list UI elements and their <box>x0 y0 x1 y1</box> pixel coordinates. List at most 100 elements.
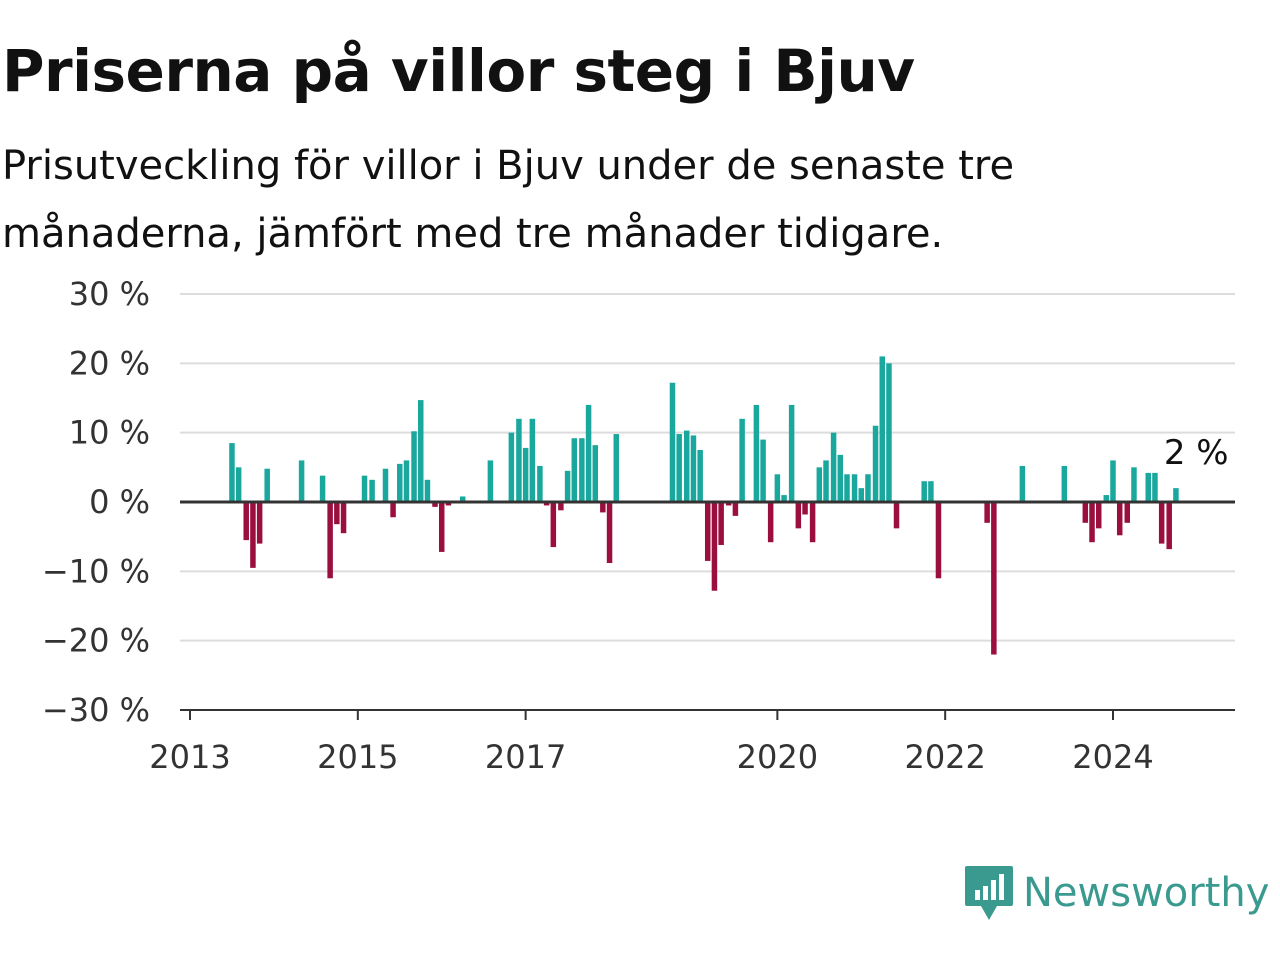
axes <box>180 500 1235 720</box>
bar-negative <box>390 502 396 518</box>
bar-positive <box>487 460 494 502</box>
bar-negative <box>935 502 942 579</box>
bar-positive <box>1152 472 1158 502</box>
bar-positive <box>411 431 417 502</box>
bar-positive <box>865 474 871 502</box>
newsworthy-logo: Newsworthy <box>963 864 1269 922</box>
bar-negative <box>725 502 732 506</box>
bar-positive <box>1173 488 1179 502</box>
bar-positive <box>571 438 578 502</box>
bar-positive <box>753 404 760 502</box>
bar-positive <box>1110 460 1116 502</box>
bar-negative <box>438 502 445 552</box>
bar-positive <box>508 432 515 502</box>
bar-positive <box>516 418 522 502</box>
bar-positive <box>886 363 892 502</box>
bar-negative <box>711 502 718 591</box>
bar-negative <box>432 502 438 507</box>
bar-positive <box>579 438 585 502</box>
y-tick-label: −10 % <box>42 552 150 590</box>
x-tick-label: 2013 <box>149 738 230 776</box>
y-tick-label: −20 % <box>42 622 150 660</box>
bar-positive <box>851 474 858 502</box>
bar-positive <box>298 460 305 502</box>
bar-positive <box>382 468 389 502</box>
bar-negative <box>1158 502 1165 544</box>
bar-positive <box>592 445 599 502</box>
bar-positive <box>1019 465 1026 502</box>
bar-positive <box>418 400 424 502</box>
y-tick-label: 20 % <box>69 344 150 382</box>
bar-negative <box>327 502 333 579</box>
bar-positive <box>397 463 403 502</box>
bar-positive <box>613 434 620 502</box>
bar-negative <box>1124 502 1131 523</box>
bar-positive <box>229 443 235 502</box>
chart-subtitle: Prisutveckling för villor i Bjuv under d… <box>2 143 1015 257</box>
bar-positive <box>690 435 697 502</box>
bar-positive <box>369 479 375 502</box>
chart-title: Priserna på villor steg i Bjuv <box>2 37 915 105</box>
bar-positive <box>585 404 592 502</box>
bar-negative <box>732 502 739 516</box>
y-tick-label: 0 % <box>89 483 150 521</box>
bar-negative <box>1116 502 1123 536</box>
bars <box>229 356 1179 655</box>
bar-negative <box>250 502 256 568</box>
bar-positive <box>844 474 850 502</box>
bar-positive <box>697 450 703 502</box>
bar-positive <box>319 475 326 502</box>
bar-negative <box>704 502 711 561</box>
bar-positive <box>264 468 270 502</box>
bar-positive <box>823 460 829 502</box>
bar-positive <box>739 418 745 502</box>
bar-positive <box>858 488 865 502</box>
bar-positive <box>683 430 690 502</box>
x-tick-label: 2015 <box>317 738 398 776</box>
bar-positive <box>879 356 885 502</box>
bar-positive <box>529 418 536 502</box>
bar-negative <box>243 502 249 541</box>
x-tick-label: 2017 <box>485 738 566 776</box>
tick-labels: 30 % 20 % 10 % 0 % −10 % −20 % −30 % 2013 2015 20… <box>42 275 1232 776</box>
bar-negative <box>991 502 997 655</box>
bar-positive <box>774 474 781 502</box>
latest-value-annotation: 2 % <box>1164 433 1229 473</box>
bar-positive <box>564 470 571 502</box>
bar-negative <box>984 502 990 523</box>
bar-positive <box>921 481 927 502</box>
bar-positive <box>1145 472 1151 502</box>
bar-negative <box>558 502 564 511</box>
bar-negative <box>1166 502 1172 550</box>
bar-positive <box>1131 467 1137 502</box>
bar-positive <box>537 465 543 502</box>
bar-negative <box>1089 502 1095 543</box>
bar-negative <box>600 502 606 513</box>
bar-positive <box>872 425 879 502</box>
bar-negative <box>340 502 347 534</box>
bar-positive <box>424 479 431 502</box>
newsworthy-logo-icon <box>965 866 1013 920</box>
y-tick-label: −30 % <box>42 691 150 729</box>
bar-negative <box>718 502 724 545</box>
bar-positive <box>676 434 682 502</box>
bar-negative <box>802 502 808 515</box>
bar-negative <box>1082 502 1089 523</box>
bar-negative <box>767 502 774 543</box>
bar-positive <box>760 439 766 502</box>
bar-positive <box>788 404 795 502</box>
bar-negative <box>795 502 802 529</box>
x-tick-label: 2022 <box>904 738 985 776</box>
bar-negative <box>334 502 340 525</box>
bar-negative <box>543 502 550 506</box>
x-tick-label: 2020 <box>737 738 818 776</box>
bar-negative <box>445 502 452 506</box>
bar-positive <box>830 432 837 502</box>
x-tick-label: 2024 <box>1072 738 1153 776</box>
bar-negative <box>1095 502 1102 529</box>
bar-positive <box>403 460 410 502</box>
bar-negative <box>256 502 263 544</box>
y-tick-label: 10 % <box>69 414 150 452</box>
bar-positive <box>1061 465 1068 502</box>
